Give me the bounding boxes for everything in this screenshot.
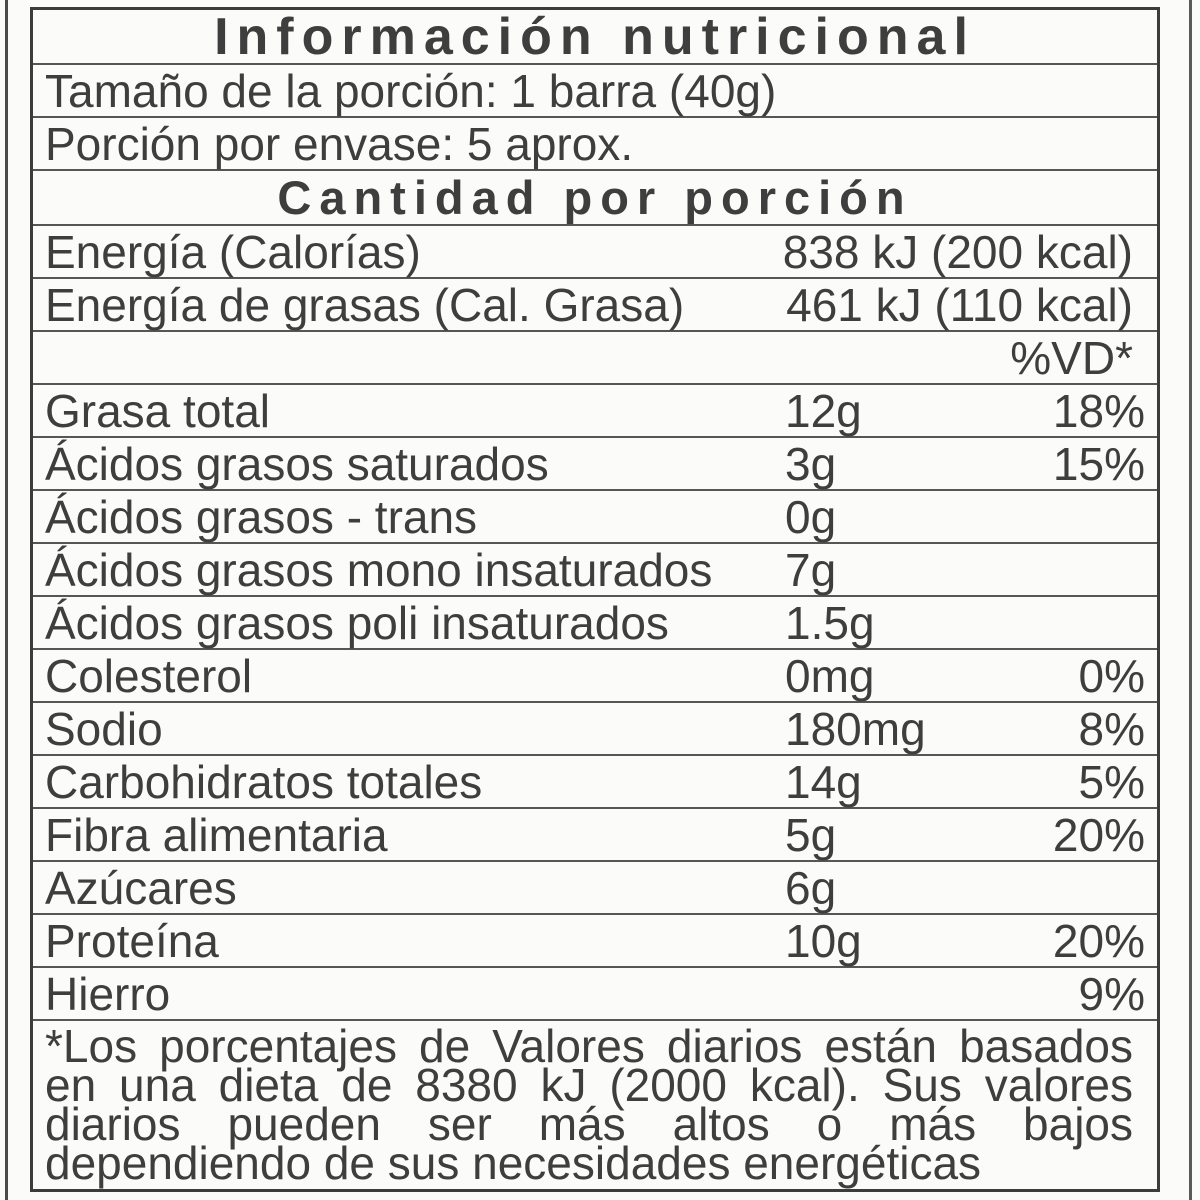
- label-title: Información nutricional: [33, 10, 1157, 65]
- nutrient-row: Ácidos grasos poli insaturados 1.5g: [33, 597, 1157, 650]
- nutrient-name: Azúcares: [45, 861, 237, 914]
- label-left-edge-line: [5, 0, 8, 1200]
- nutrient-row: Grasa total 12g 18%: [33, 385, 1157, 438]
- nutrient-row: Proteína 10g 20%: [33, 915, 1157, 968]
- energy-fat-label: Energía de grasas (Cal. Grasa): [45, 278, 685, 331]
- nutrient-name: Ácidos grasos mono insaturados: [45, 543, 713, 596]
- nutrient-amount: 3g: [785, 437, 837, 490]
- nutrient-amount: 14g: [785, 755, 862, 808]
- daily-value-footnote: *Los porcentajes de Valores diarios está…: [33, 1021, 1157, 1189]
- label-right-edge-line: [1189, 0, 1192, 1200]
- nutrient-row: Ácidos grasos - trans 0g: [33, 491, 1157, 544]
- nutrition-facts-table: Información nutricional Tamaño de la por…: [30, 7, 1160, 1192]
- nutrient-amount: 180mg: [785, 702, 926, 755]
- footnote-line: diarios pueden ser más altos o más bajos: [45, 1098, 1133, 1150]
- nutrient-daily-value: 20%: [1052, 808, 1145, 861]
- nutrient-row: Sodio 180mg 8%: [33, 703, 1157, 756]
- nutrient-amount: 6g: [785, 861, 837, 914]
- nutrient-name: Ácidos grasos - trans: [45, 490, 478, 543]
- daily-value-header-row: %VD*: [33, 332, 1157, 385]
- footnote-line: dependiendo de sus necesidades energétic…: [45, 1137, 982, 1189]
- nutrient-name: Colesterol: [45, 649, 253, 702]
- nutrient-daily-value: 9%: [1078, 967, 1145, 1020]
- nutrient-name: Grasa total: [45, 384, 270, 437]
- nutrient-amount: 12g: [785, 384, 862, 437]
- nutrient-name: Fibra alimentaria: [45, 808, 388, 861]
- nutrient-name: Ácidos grasos saturados: [45, 437, 549, 490]
- daily-value-header: %VD*: [1010, 331, 1133, 384]
- nutrient-row: Hierro 9%: [33, 968, 1157, 1021]
- nutrient-amount: 0mg: [785, 649, 875, 702]
- nutrient-amount: 1.5g: [785, 596, 875, 649]
- energy-fat-row: Energía de grasas (Cal. Grasa) 461 kJ (1…: [33, 279, 1157, 332]
- nutrient-daily-value: 8%: [1078, 702, 1145, 755]
- nutrient-amount: 0g: [785, 490, 837, 543]
- nutrient-daily-value: 0%: [1078, 649, 1145, 702]
- nutrient-name: Carbohidratos totales: [45, 755, 483, 808]
- nutrient-row: Ácidos grasos mono insaturados 7g: [33, 544, 1157, 597]
- serving-size-row: Tamaño de la porción: 1 barra (40g): [33, 65, 1157, 118]
- footnote-line: en una dieta de 8380 kJ (2000 kcal). Sus…: [45, 1059, 1133, 1111]
- nutrient-amount: 7g: [785, 543, 837, 596]
- nutrient-name: Proteína: [45, 914, 219, 967]
- nutrient-name: Ácidos grasos poli insaturados: [45, 596, 669, 649]
- nutrient-row: Fibra alimentaria 5g 20%: [33, 809, 1157, 862]
- nutrient-name: Sodio: [45, 702, 163, 755]
- nutrient-row: Azúcares 6g: [33, 862, 1157, 915]
- nutrient-name: Hierro: [45, 967, 171, 1020]
- amount-per-serving-header: Cantidad por porción: [33, 171, 1157, 226]
- nutrient-daily-value: 5%: [1078, 755, 1145, 808]
- energy-value: 838 kJ (200 kcal): [782, 225, 1133, 278]
- nutrient-rows: Grasa total 12g 18% Ácidos grasos satura…: [33, 385, 1157, 1021]
- energy-row: Energía (Calorías) 838 kJ (200 kcal): [33, 226, 1157, 279]
- footnote-line: *Los porcentajes de Valores diarios está…: [45, 1020, 1133, 1072]
- nutrient-amount: 5g: [785, 808, 837, 861]
- energy-label: Energía (Calorías): [45, 225, 421, 278]
- nutrient-daily-value: 20%: [1052, 914, 1145, 967]
- nutrient-daily-value: 15%: [1052, 437, 1145, 490]
- nutrient-row: Ácidos grasos saturados 3g 15%: [33, 438, 1157, 491]
- energy-fat-value: 461 kJ (110 kcal): [786, 278, 1133, 331]
- nutrient-row: Carbohidratos totales 14g 5%: [33, 756, 1157, 809]
- nutrient-daily-value: 18%: [1052, 384, 1145, 437]
- servings-per-container-row: Porción por envase: 5 aprox.: [33, 118, 1157, 171]
- nutrient-row: Colesterol 0mg 0%: [33, 650, 1157, 703]
- nutrient-amount: 10g: [785, 914, 862, 967]
